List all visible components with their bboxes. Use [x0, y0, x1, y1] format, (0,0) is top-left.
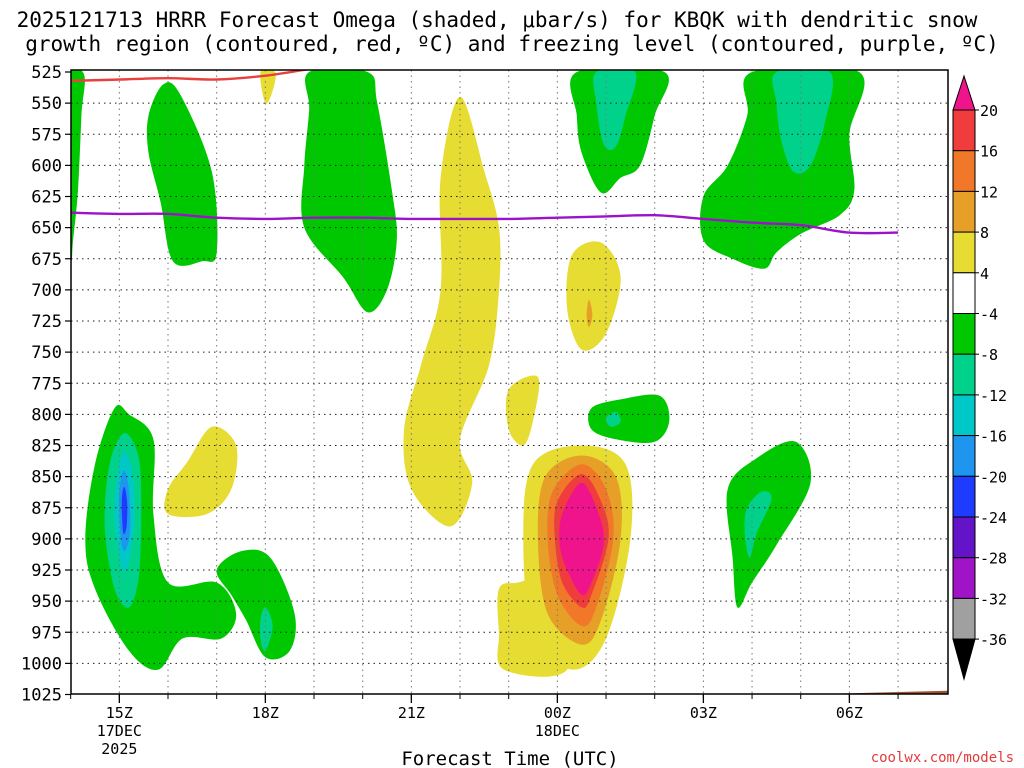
- omega-region-lo-c: [588, 394, 670, 444]
- omega-region-yel-b: [403, 96, 501, 527]
- x-axis-label: Forecast Time (UTC): [401, 748, 618, 768]
- omega-region-lo-d: [726, 440, 812, 608]
- omega-region-lo-a-core4: [121, 486, 128, 535]
- colorbar-bin-12: [952, 597, 976, 640]
- omega-region-yel-a: [260, 70, 276, 104]
- y-tick-label-p675: 675: [31, 250, 62, 270]
- y-axis: 525 550 575 600 625 650 675 700 725 750 775 800 825 8…: [21, 63, 899, 706]
- colorbar-label-4: 4: [980, 265, 989, 283]
- omega-region-lo-c-core: [605, 411, 621, 427]
- x-tick-date-00Z: 18DEC: [535, 722, 580, 740]
- omega-region-up-b: [146, 82, 218, 266]
- omega-shaded-regions: [71, 70, 865, 677]
- chart-title-line-2: growth region (contoured, red, ºC) and f…: [25, 32, 999, 56]
- colorbar-top-triangle: [952, 74, 976, 111]
- omega-region-yel-c-core: [586, 299, 593, 328]
- colorbar-label-12: -32: [980, 590, 1007, 608]
- omega-region-yel-f: [505, 375, 540, 446]
- y-tick-label-p850: 850: [31, 468, 62, 488]
- colorbar-bin-8: [952, 435, 976, 477]
- y-tick-label-p875: 875: [31, 499, 62, 519]
- colorbar-label-5: -4: [980, 306, 998, 324]
- colorbar-bin-6: [952, 353, 976, 396]
- y-tick-label-p975: 975: [31, 623, 62, 643]
- x-tick-year-15Z: 2025: [101, 740, 137, 758]
- colorbar-label-11: -28: [980, 550, 1007, 568]
- y-tick-label-p800: 800: [31, 405, 62, 425]
- colorbar-label-1: 16: [980, 143, 998, 161]
- omega-region-yel-c: [566, 241, 621, 351]
- colorbar-bin-5: [952, 313, 976, 355]
- colorbar-label-2: 12: [980, 183, 998, 201]
- colorbar-bin-7: [952, 394, 976, 437]
- colorbar-bin-9: [952, 475, 976, 518]
- colorbar-label-3: 8: [980, 224, 989, 242]
- x-tick-label-15Z: 15Z: [106, 704, 133, 722]
- omega-region-up-c: [301, 70, 397, 313]
- x-tick-label-06Z: 06Z: [836, 704, 863, 722]
- y-tick-label-p725: 725: [31, 312, 62, 332]
- x-tick-label-21Z: 21Z: [398, 704, 425, 722]
- y-tick-label-p625: 625: [31, 188, 62, 208]
- x-tick-label-18Z: 18Z: [252, 704, 279, 722]
- y-tick-label-p550: 550: [31, 94, 62, 114]
- colorbar-bin-11: [952, 557, 976, 599]
- colorbar-bin-1: [952, 150, 976, 192]
- colorbar-bin-4: [952, 272, 976, 314]
- site-credit: coolwx.com/models: [871, 750, 1014, 766]
- colorbar-bin-10: [952, 516, 976, 559]
- y-tick-label-p775: 775: [31, 374, 62, 394]
- chart-title-line-1: 2025121713 HRRR Forecast Omega (shaded, …: [17, 8, 978, 32]
- colorbar-label-6: -8: [980, 346, 998, 364]
- y-tick-label-p600: 600: [31, 156, 62, 176]
- colorbar-label-9: -20: [980, 468, 1007, 486]
- freezing-level-line: [71, 211, 899, 235]
- colorbar-legend: 20 16 12 8 4 -4 -8 -12 -16 -20 -24 -28 -32 -36: [952, 74, 1007, 681]
- y-tick-label-p575: 575: [31, 125, 62, 145]
- omega-region-up-d-core: [593, 70, 637, 150]
- plot-frame: [70, 69, 949, 695]
- colorbar-bin-0: [952, 109, 976, 152]
- x-tick-label-03Z: 03Z: [690, 704, 717, 722]
- omega-region-lo-b-core: [259, 607, 273, 652]
- omega-region-pos-5: [559, 482, 604, 596]
- y-tick-label-p700: 700: [31, 281, 62, 301]
- colorbar-bottom-triangle: [952, 638, 976, 681]
- x-tick-label-00Z: 00Z: [544, 704, 571, 722]
- colorbar-label-13: -36: [980, 631, 1007, 649]
- omega-region-yel-e: [164, 426, 238, 518]
- omega-region-up-e-core: [772, 70, 834, 174]
- colorbar-bin-3: [952, 231, 976, 274]
- y-tick-label-p950: 950: [31, 592, 62, 612]
- colorbar-label-8: -16: [980, 428, 1007, 446]
- dgz-contour-line: [71, 70, 311, 82]
- y-tick-label-p525: 525: [31, 63, 62, 83]
- omega-region-lo-b: [216, 549, 296, 660]
- colorbar-label-10: -24: [980, 509, 1007, 527]
- x-tick-date-15Z: 17DEC: [97, 722, 142, 740]
- contour-lines: [71, 70, 899, 235]
- y-tick-label-p1000: 1000: [21, 654, 62, 674]
- y-tick-label-p650: 650: [31, 219, 62, 239]
- y-tick-label-p750: 750: [31, 343, 62, 363]
- colorbar-label-0: 20: [980, 102, 998, 120]
- y-tick-label-p825: 825: [31, 437, 62, 457]
- y-tick-label-p1025: 1025: [21, 686, 62, 706]
- colorbar-bin-2: [952, 190, 976, 233]
- y-tick-label-p900: 900: [31, 530, 62, 550]
- y-tick-label-p925: 925: [31, 561, 62, 581]
- colorbar-label-7: -12: [980, 387, 1007, 405]
